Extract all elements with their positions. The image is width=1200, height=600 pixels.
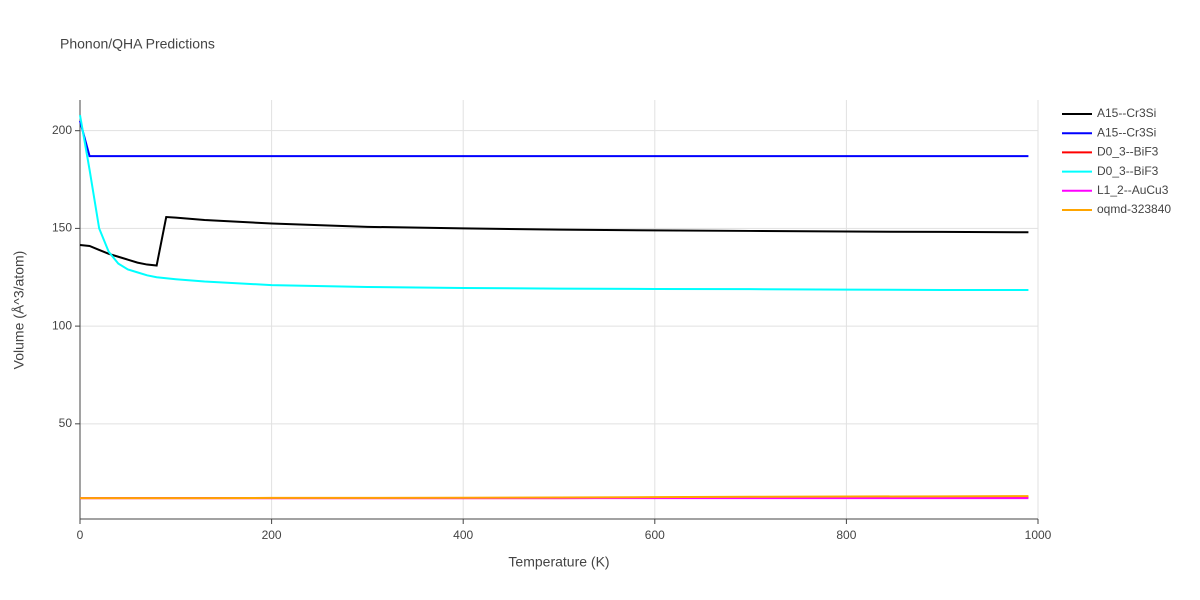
y-tick-label: 200 <box>52 123 72 137</box>
x-tick-label: 1000 <box>1025 528 1052 542</box>
y-tick-label: 100 <box>52 318 72 332</box>
x-axis-title: Temperature (K) <box>508 554 609 570</box>
x-tick-label: 600 <box>645 528 665 542</box>
legend-label: A15--Cr3Si <box>1097 125 1156 139</box>
chart-title: Phonon/QHA Predictions <box>60 36 215 52</box>
series-line <box>80 495 1029 500</box>
series-line <box>79 114 1029 291</box>
legend-label: A15--Cr3Si <box>1097 106 1156 120</box>
series-line <box>79 120 1029 158</box>
x-tick-label: 400 <box>453 528 473 542</box>
y-axis-title: Volume (Å^3/atom) <box>11 251 27 370</box>
legend-label: L1_2--AuCu3 <box>1097 183 1169 197</box>
y-tick-label: 150 <box>52 221 72 235</box>
x-tick-label: 200 <box>262 528 282 542</box>
x-tick-label: 0 <box>77 528 84 542</box>
legend-label: D0_3--BiF3 <box>1097 164 1159 178</box>
legend-label: D0_3--BiF3 <box>1097 145 1159 159</box>
legend-label: oqmd-323840 <box>1097 202 1171 216</box>
x-tick-label: 800 <box>836 528 856 542</box>
series-line <box>79 216 1029 267</box>
y-tick-label: 50 <box>59 416 73 430</box>
